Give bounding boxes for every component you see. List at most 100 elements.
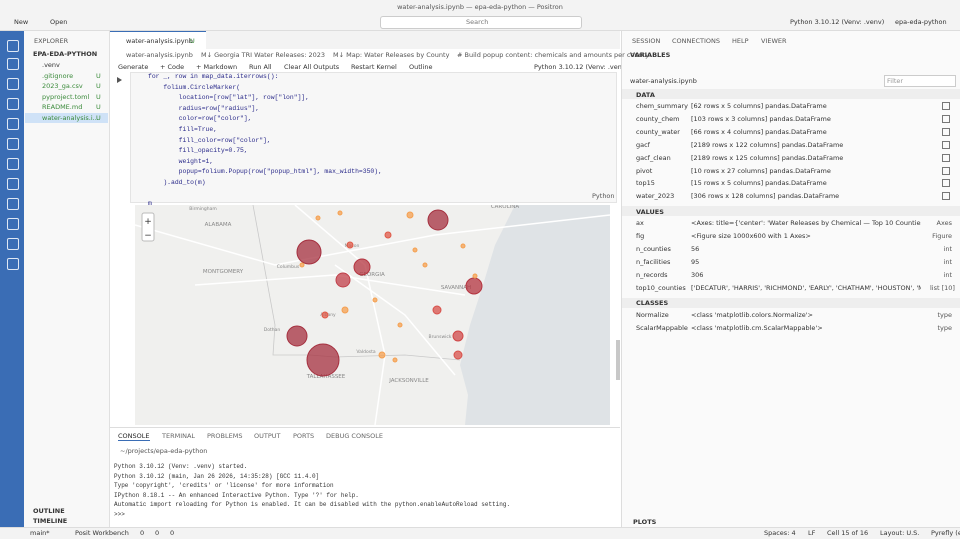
panel-tab[interactable]: VIEWER bbox=[761, 37, 787, 45]
activity-icon[interactable] bbox=[7, 118, 19, 130]
file-name[interactable]: README.md bbox=[42, 103, 83, 112]
variable-name[interactable]: Normalize bbox=[636, 310, 669, 319]
view-data-icon[interactable] bbox=[942, 166, 950, 175]
section-title[interactable]: CLASSES bbox=[636, 299, 669, 308]
panel-tab[interactable]: CONNECTIONS bbox=[672, 37, 721, 45]
map-marker[interactable] bbox=[346, 241, 354, 249]
toolbar-button[interactable]: Run All bbox=[249, 63, 272, 71]
workbench[interactable]: Posit Workbench bbox=[75, 529, 129, 537]
view-data-icon[interactable] bbox=[942, 192, 950, 201]
activity-icon[interactable] bbox=[7, 58, 19, 70]
panel-tab[interactable]: PORTS bbox=[293, 432, 315, 440]
variable-name[interactable]: top15 bbox=[636, 179, 655, 188]
toolbar-button[interactable]: + Markdown bbox=[196, 63, 238, 71]
interpreter-button[interactable]: Python 3.10.12 (Venv: .venv) bbox=[790, 18, 885, 26]
view-data-icon[interactable] bbox=[942, 153, 950, 162]
panel-tab[interactable]: SESSION bbox=[632, 37, 661, 45]
view-data-icon[interactable] bbox=[942, 102, 950, 110]
map-marker[interactable] bbox=[337, 210, 343, 216]
map-marker[interactable] bbox=[392, 357, 398, 363]
new-button[interactable]: New bbox=[14, 18, 29, 26]
variable-name[interactable]: county_chem bbox=[636, 114, 680, 123]
status-item[interactable]: Cell 15 of 16 bbox=[827, 529, 869, 537]
zoom-in[interactable]: + bbox=[144, 217, 152, 227]
variable-name[interactable]: n_facilities bbox=[636, 257, 671, 266]
panel-tab[interactable]: TERMINAL bbox=[162, 432, 196, 440]
activity-icon[interactable] bbox=[7, 158, 19, 170]
breadcrumb[interactable]: # Build popup content: chemicals and amo… bbox=[457, 51, 650, 59]
map-marker[interactable] bbox=[378, 351, 386, 359]
warnings[interactable]: 0 bbox=[155, 529, 160, 537]
errors[interactable]: 0 bbox=[140, 529, 145, 537]
map-marker[interactable] bbox=[353, 258, 371, 276]
map-marker[interactable] bbox=[465, 277, 483, 295]
outline-header[interactable]: OUTLINE bbox=[33, 507, 65, 515]
map-marker[interactable] bbox=[306, 343, 340, 377]
file-name[interactable]: .venv bbox=[42, 61, 60, 69]
map-marker[interactable] bbox=[472, 273, 478, 279]
map-marker[interactable] bbox=[412, 247, 418, 253]
activity-icon[interactable] bbox=[7, 138, 19, 150]
panel-tab[interactable]: HELP bbox=[732, 37, 749, 45]
variable-name[interactable]: top10_counties bbox=[636, 283, 686, 292]
panel-tab[interactable]: DEBUG CONSOLE bbox=[326, 432, 383, 440]
timeline-header[interactable]: TIMELINE bbox=[33, 517, 68, 525]
map-marker[interactable] bbox=[452, 330, 464, 342]
map-marker[interactable] bbox=[286, 325, 308, 347]
toolbar-button[interactable]: + Code bbox=[160, 63, 185, 71]
plots-header[interactable]: PLOTS bbox=[633, 518, 657, 526]
variable-name[interactable]: gacf_clean bbox=[636, 153, 671, 162]
map-marker[interactable] bbox=[372, 297, 378, 303]
file-name[interactable]: pyproject.toml bbox=[42, 92, 90, 101]
section-title[interactable]: VALUES bbox=[636, 207, 664, 216]
activity-icon[interactable] bbox=[7, 218, 19, 230]
activity-icon[interactable] bbox=[7, 98, 19, 110]
view-data-icon[interactable] bbox=[942, 114, 950, 123]
file-name[interactable]: water-analysis.i... bbox=[42, 114, 99, 122]
project-button[interactable]: epa-eda-python bbox=[895, 18, 947, 26]
variable-name[interactable]: n_records bbox=[636, 270, 668, 279]
search-box[interactable] bbox=[380, 16, 582, 29]
toolbar-button[interactable]: Restart Kernel bbox=[351, 63, 397, 71]
activity-icon[interactable] bbox=[7, 78, 19, 90]
panel-tab[interactable]: OUTPUT bbox=[254, 432, 281, 440]
variable-name[interactable]: fig bbox=[636, 232, 645, 241]
map-marker[interactable] bbox=[341, 306, 349, 314]
map-marker[interactable] bbox=[406, 211, 414, 219]
map-marker[interactable] bbox=[296, 239, 322, 265]
activity-icon[interactable] bbox=[7, 238, 19, 250]
map-marker[interactable] bbox=[299, 262, 305, 268]
toolbar-button[interactable]: Clear All Outputs bbox=[284, 63, 340, 71]
run-cell-button[interactable] bbox=[117, 77, 122, 83]
session-dropdown[interactable]: water-analysis.ipynb bbox=[630, 77, 697, 85]
variable-name[interactable]: gacf bbox=[636, 140, 650, 149]
map-marker[interactable] bbox=[315, 215, 321, 221]
variable-name[interactable]: pivot bbox=[636, 166, 653, 175]
activity-icon[interactable] bbox=[7, 258, 19, 270]
activity-icon[interactable] bbox=[7, 178, 19, 190]
map-marker[interactable] bbox=[384, 231, 392, 239]
panel-tab[interactable]: CONSOLE bbox=[118, 432, 150, 441]
breadcrumb[interactable]: M↓ Map: Water Releases by County bbox=[333, 51, 450, 59]
status-item[interactable]: Layout: U.S. bbox=[880, 529, 920, 537]
filter-box[interactable] bbox=[884, 75, 956, 87]
status-item[interactable]: Spaces: 4 bbox=[764, 529, 796, 537]
variable-name[interactable]: ScalarMappable bbox=[636, 323, 688, 332]
zoom-out[interactable]: − bbox=[144, 231, 152, 241]
status-item[interactable]: Pyrefly (error-off) bbox=[931, 529, 960, 537]
map-marker[interactable] bbox=[453, 350, 463, 360]
map-marker[interactable] bbox=[335, 272, 351, 288]
editor-tab[interactable] bbox=[110, 31, 206, 50]
map-marker[interactable] bbox=[397, 322, 403, 328]
activity-icon[interactable] bbox=[7, 198, 19, 210]
view-data-icon[interactable] bbox=[942, 140, 950, 149]
branch[interactable]: main* bbox=[30, 529, 50, 537]
map-marker[interactable] bbox=[422, 262, 428, 268]
toolbar-button[interactable]: Generate bbox=[118, 63, 149, 71]
map[interactable]: BirminghamALABAMAMONTGOMERYColumbusMacon… bbox=[135, 205, 610, 425]
toolbar-button[interactable]: Outline bbox=[409, 63, 433, 71]
info[interactable]: 0 bbox=[170, 529, 175, 537]
breadcrumb[interactable]: water-analysis.ipynb bbox=[126, 51, 193, 59]
section-title[interactable]: DATA bbox=[636, 90, 655, 99]
breadcrumb[interactable]: M↓ Georgia TRI Water Releases: 2023 bbox=[201, 51, 326, 59]
